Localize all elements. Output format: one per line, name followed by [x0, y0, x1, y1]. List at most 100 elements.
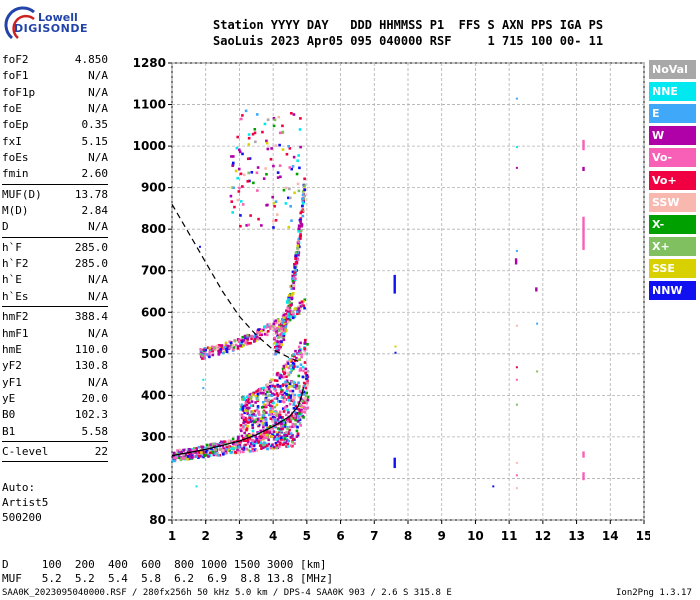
echo-point — [248, 450, 252, 453]
echo-point — [272, 116, 276, 120]
echo-point — [297, 407, 300, 411]
echo-point — [294, 416, 298, 419]
echo-point — [272, 219, 275, 223]
echo-point — [303, 347, 306, 350]
echo-point — [293, 307, 297, 311]
echo-point — [302, 381, 306, 385]
param-value: 20.0 — [81, 391, 109, 405]
echo-point — [290, 311, 294, 314]
echo-point — [255, 408, 259, 412]
echo-point — [173, 458, 177, 461]
echo-point — [305, 377, 308, 381]
echo-point — [241, 407, 244, 411]
echo-point — [200, 451, 203, 454]
echo-point — [250, 337, 253, 341]
echo-point — [244, 338, 248, 342]
echo-point — [284, 413, 288, 417]
echo-point — [285, 152, 289, 156]
echo-point — [285, 329, 288, 332]
echo-point — [305, 374, 308, 377]
echo-point — [175, 452, 178, 456]
echo-point — [182, 448, 185, 452]
echo-point — [288, 402, 292, 406]
echo-point — [294, 387, 298, 390]
echo-point — [271, 384, 275, 388]
echo-point — [198, 245, 201, 248]
echo-point — [515, 146, 518, 149]
echo-point — [263, 431, 266, 434]
echo-point — [262, 419, 266, 423]
param-row: h`Es N/A — [2, 289, 108, 305]
echo-point — [244, 423, 248, 427]
echo-point — [287, 439, 291, 443]
echo-point — [186, 455, 190, 458]
param-row: yE 20.0 — [2, 391, 108, 407]
echo-point — [272, 328, 276, 331]
echo-point — [274, 144, 278, 147]
echo-point — [277, 416, 281, 419]
echo-point — [236, 176, 239, 180]
auto-label: Auto: — [2, 481, 36, 494]
echo-point — [269, 390, 272, 394]
echo-point — [271, 418, 274, 422]
param-value: 388.4 — [74, 310, 108, 324]
echo-point — [288, 428, 291, 432]
echo-point — [274, 340, 278, 344]
echo-point — [255, 171, 259, 175]
echo-point — [208, 352, 211, 356]
echo-point — [272, 430, 276, 433]
echo-point — [258, 388, 262, 392]
echo-point — [283, 437, 287, 441]
echo-point — [281, 327, 284, 331]
echo-point — [306, 398, 310, 402]
param-name: fxI — [2, 134, 22, 148]
echo-point — [264, 436, 268, 440]
param-name: fmin — [2, 167, 29, 181]
echo-point — [274, 421, 277, 425]
echo-point — [199, 350, 203, 354]
echo-point — [285, 445, 288, 448]
echo-point — [285, 365, 288, 369]
echo-point — [273, 385, 277, 388]
echo-point — [254, 401, 257, 404]
echo-point — [282, 441, 286, 445]
echo-point — [300, 355, 303, 359]
legend-item-noval: NoVal — [649, 60, 696, 79]
legend-item-vo: Vo- — [649, 148, 696, 168]
param-value: 130.8 — [74, 359, 108, 373]
echo-point — [299, 424, 303, 427]
echo-point — [256, 389, 260, 392]
legend-item-e: E — [649, 104, 696, 124]
echo-point — [264, 396, 268, 400]
echo-point — [293, 396, 296, 400]
echo-point — [252, 391, 256, 395]
echo-point — [306, 406, 310, 410]
echo-point — [294, 268, 298, 272]
echo-point — [293, 365, 296, 368]
param-value: 2.60 — [81, 167, 109, 181]
echo-point — [249, 443, 253, 446]
echo-point — [280, 335, 284, 338]
echo-point — [254, 339, 258, 342]
echo-point — [229, 194, 233, 198]
legend-item-vo: Vo+ — [649, 170, 696, 190]
echo-point — [265, 330, 269, 334]
echo-point — [247, 397, 251, 401]
y-tick-label: 700 — [141, 264, 166, 278]
echo-point — [251, 449, 255, 453]
echo-point — [282, 333, 286, 337]
param-value: N/A — [88, 102, 108, 116]
echo-point — [287, 399, 291, 402]
echo-point — [246, 407, 249, 411]
echo-point — [281, 427, 284, 431]
echo-point — [295, 429, 299, 433]
echo-point — [279, 374, 283, 377]
echo-point — [266, 402, 269, 405]
echo-point — [256, 422, 259, 426]
echo-point — [283, 319, 287, 322]
echo-point — [266, 147, 270, 151]
echo-point — [299, 237, 302, 240]
echo-point — [281, 400, 284, 403]
echo-point — [285, 322, 288, 326]
echo-point — [297, 349, 301, 353]
